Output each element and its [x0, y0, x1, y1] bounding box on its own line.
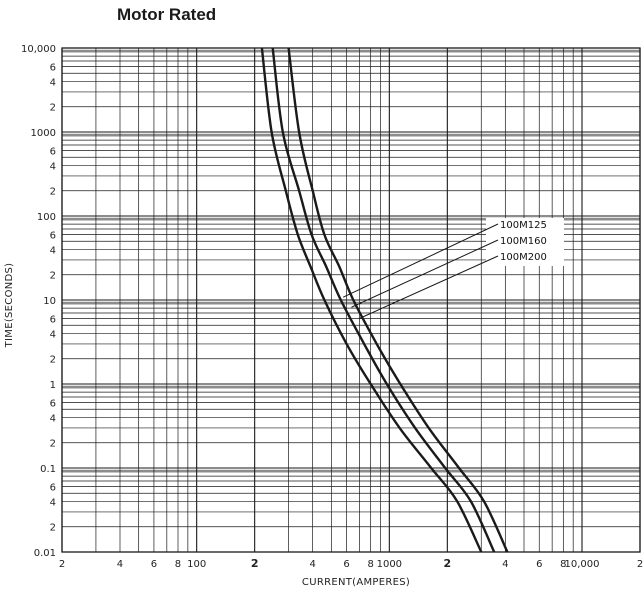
y-tick-label: 10 — [43, 296, 56, 307]
x-tick-label: 6 — [151, 559, 157, 570]
legend-leader-line — [351, 239, 499, 308]
y-tick-label: 0.01 — [34, 548, 56, 559]
x-tick-label: 2 — [637, 559, 643, 570]
x-tick-label: 8 — [560, 559, 566, 570]
y-tick-label: 6 — [50, 399, 56, 410]
y-tick-label: 6 — [50, 315, 56, 326]
x-tick-label: 8 — [175, 559, 181, 570]
legend-label-100m125: 100M125 — [500, 220, 547, 231]
y-tick-label: 100 — [37, 212, 56, 223]
tick-labels: 2 4 6 8 100 2 4 6 8 1000 2 4 6 810,000 20.012460.12461… — [21, 44, 643, 570]
y-tick-label: 6 — [50, 63, 56, 74]
legend-leader-line — [358, 255, 499, 320]
y-tick-label: 4 — [50, 497, 56, 508]
x-tick-label: 4 — [309, 559, 315, 570]
legend-leader-lines: 100M125 100M160 100M200 — [342, 218, 564, 320]
x-tick-label: 2 — [251, 557, 259, 570]
curve-group — [260, 47, 509, 553]
x-tick-label: 4 — [117, 559, 123, 570]
chart-title: Motor Rated — [117, 5, 217, 24]
y-tick-label: 2 — [50, 271, 56, 282]
y-tick-label: 10,000 — [21, 44, 56, 55]
grid-lines — [61, 47, 641, 553]
y-axis-label: TIME(SECONDS) — [4, 263, 15, 349]
plot-frame — [61, 47, 641, 553]
y-tick-label: 0.1 — [40, 464, 56, 475]
x-axis-label: CURRENT(AMPERES) — [302, 577, 410, 588]
x-tick-label: 6 — [343, 559, 349, 570]
x-tick-label: 8 — [367, 559, 373, 570]
y-tick-label: 2 — [50, 523, 56, 534]
y-tick-label: 4 — [50, 329, 56, 340]
x-tick-label: 100 — [187, 559, 206, 570]
y-tick-label: 1000 — [31, 128, 56, 139]
curve-100m125 — [260, 47, 483, 553]
y-tick-label: 1 — [50, 380, 56, 391]
y-tick-label: 2 — [50, 355, 56, 366]
legend-background — [486, 218, 564, 266]
curve-100m200 — [287, 47, 509, 553]
y-tick-label: 4 — [50, 413, 56, 424]
y-tick-label: 4 — [50, 245, 56, 256]
legend-label-100m160: 100M160 — [500, 236, 547, 247]
y-tick-label: 4 — [50, 77, 56, 88]
legend-label-100m200: 100M200 — [500, 252, 547, 263]
y-tick-label: 2 — [50, 103, 56, 114]
legend-leader-line — [342, 223, 499, 298]
x-tick-label: 1000 — [377, 559, 402, 570]
y-tick-label: 6 — [50, 147, 56, 158]
y-tick-label: 6 — [50, 231, 56, 242]
y-tick-label: 4 — [50, 161, 56, 172]
y-tick-label: 6 — [50, 483, 56, 494]
x-tick-label: 2 — [444, 557, 452, 570]
x-tick-label: 6 — [536, 559, 542, 570]
y-tick-label: 2 — [50, 187, 56, 198]
y-tick-label: 2 — [50, 439, 56, 450]
curve-100m160 — [271, 47, 496, 553]
x-tick-label: 4 — [502, 559, 508, 570]
x-tick-label: 10,000 — [565, 559, 600, 570]
x-tick-label: 2 — [59, 559, 65, 570]
